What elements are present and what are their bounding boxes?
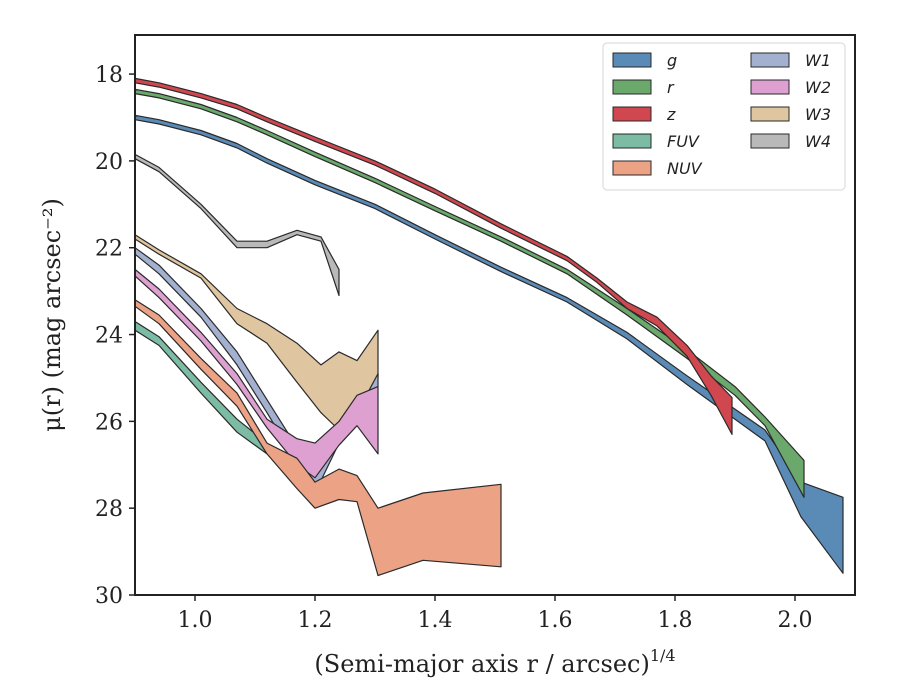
legend-swatch-w1 bbox=[750, 52, 790, 68]
legend: grz FUV NUV W1 W2 W3 W4 bbox=[602, 42, 846, 191]
legend-swatch-w3 bbox=[750, 106, 790, 122]
y-tick-label: 22 bbox=[95, 237, 123, 262]
legend-swatch-r bbox=[612, 79, 652, 95]
y-tick-label: 28 bbox=[95, 497, 123, 522]
legend-label-w3: W3 bbox=[805, 105, 831, 124]
x-tick-label: 1.4 bbox=[418, 608, 453, 633]
y-tick-label: 18 bbox=[95, 63, 123, 88]
legend-swatch-nuv bbox=[612, 160, 652, 176]
legend-swatch-g bbox=[612, 52, 652, 68]
legend-swatch-fuv bbox=[612, 133, 652, 149]
x-tick-label: 2.0 bbox=[778, 608, 813, 633]
x-tick-label: 1.0 bbox=[178, 608, 213, 633]
band-w4 bbox=[134, 153, 340, 297]
band-series-group bbox=[134, 77, 844, 577]
band-z bbox=[134, 77, 733, 435]
legend-label-g: g bbox=[667, 51, 677, 70]
x-axis-label-text: (Semi-major axis r / arcsec) bbox=[314, 650, 649, 678]
y-tick-label: 26 bbox=[95, 410, 123, 435]
band-w2 bbox=[134, 268, 379, 479]
band-r bbox=[134, 88, 805, 498]
legend-swatch-w2 bbox=[750, 79, 790, 95]
legend-label-z: z bbox=[666, 105, 676, 124]
legend-label-w2: W2 bbox=[805, 78, 831, 97]
x-tick-label: 1.8 bbox=[658, 608, 693, 633]
legend-label-r: r bbox=[667, 78, 675, 97]
x-tick-label: 1.6 bbox=[538, 608, 573, 633]
legend-label-w1: W1 bbox=[805, 51, 831, 70]
band-nuv bbox=[134, 299, 502, 577]
legend-swatch-w4 bbox=[750, 133, 790, 149]
legend-label-fuv: FUV bbox=[667, 132, 700, 151]
y-tick-label: 20 bbox=[95, 150, 123, 175]
axis-ticks-group: 1.0 1.2 1.4 1.6 1.8 2.0 18 20 22 24 26 28 30 bbox=[95, 63, 813, 633]
y-tick-label: 30 bbox=[95, 584, 123, 609]
x-axis-label-exponent: 1/4 bbox=[650, 646, 676, 665]
y-tick-label: 24 bbox=[95, 324, 123, 349]
y-axis-label: μ(r) (mag arcsec⁻²) bbox=[38, 198, 66, 432]
plot-frame bbox=[134, 34, 856, 596]
x-tick-label: 1.2 bbox=[298, 608, 333, 633]
legend-swatch-z bbox=[612, 106, 652, 122]
band-g bbox=[134, 114, 844, 574]
legend-label-w4: W4 bbox=[805, 132, 831, 151]
x-axis-label: (Semi-major axis r / arcsec)1/4 bbox=[314, 646, 675, 678]
legend-label-nuv: NUV bbox=[667, 159, 703, 178]
